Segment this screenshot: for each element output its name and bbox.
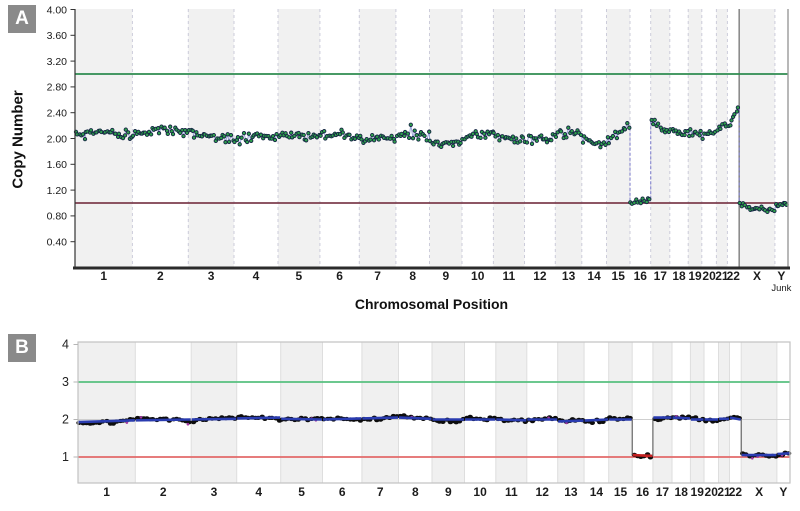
y-tick-label: 0.40 <box>47 237 68 249</box>
chromosome-label: 20 <box>705 485 719 499</box>
y-tick-labels: 4 3 2 1 <box>62 338 78 464</box>
segment-line <box>558 419 584 423</box>
chromosome-label: 10 <box>471 269 485 283</box>
chromosome-label: 1 <box>100 269 107 283</box>
chromosome-label: 20 <box>702 269 716 283</box>
chromosome-label: 3 <box>208 269 215 283</box>
chromosome-label: 9 <box>442 269 449 283</box>
chromosome-label: 18 <box>675 485 689 499</box>
y-tick-labels: 4.00 3.60 3.20 2.80 2.40 2.00 1.60 1.20 0.80 0.40 <box>47 4 75 249</box>
y-tick-label: 1 <box>62 450 69 464</box>
y-tick-label: 4.00 <box>47 4 68 16</box>
chromosome-label: 19 <box>691 485 705 499</box>
y-tick-label: 4 <box>62 338 69 352</box>
chromosome-label: 8 <box>409 269 416 283</box>
chromosome-label: 12 <box>533 269 547 283</box>
segment-line <box>632 453 653 458</box>
chromosome-label: Y <box>777 269 785 283</box>
panel-a-chart: 4.00 3.60 3.20 2.80 2.40 2.00 1.60 1.20 0.80 0.40… <box>47 4 792 294</box>
segment-line <box>672 416 690 420</box>
chromosome-label: 18 <box>672 269 686 283</box>
segment-line <box>584 418 609 422</box>
chromosome-label: 1 <box>103 485 110 499</box>
y-tick-label: 0.80 <box>47 211 68 223</box>
chromosome-bands <box>75 9 788 268</box>
chromosome-label: 11 <box>505 485 518 499</box>
threshold-lines <box>78 381 790 458</box>
chromosome-label: X <box>755 485 763 499</box>
chromosome-label: 22 <box>729 485 743 499</box>
chromosome-boundaries <box>131 9 776 268</box>
chromosome-label: X <box>753 269 761 283</box>
chromosome-label: 17 <box>656 485 670 499</box>
chromosome-label: 10 <box>473 485 487 499</box>
y-tick-label: 3 <box>62 375 69 389</box>
chromosome-label: 6 <box>336 269 343 283</box>
chromosome-label: 17 <box>654 269 668 283</box>
plot-frame <box>77 341 791 484</box>
chromosome-label: 11 <box>503 269 516 283</box>
y-tick-label: 2.00 <box>47 133 68 145</box>
chromosome-label: 9 <box>445 485 452 499</box>
chromosome-label: Y <box>779 485 787 499</box>
chromosome-label: 15 <box>614 485 628 499</box>
y-tick-label: 3.20 <box>47 56 68 68</box>
chromosome-label: 12 <box>536 485 550 499</box>
segment-line <box>135 418 191 422</box>
chromosome-label: 2 <box>160 485 167 499</box>
threshold-lines <box>75 73 788 204</box>
chromosome-label: 5 <box>296 269 303 283</box>
segment-line <box>398 416 432 421</box>
panel-a-x-axis-title: Chromosomal Position <box>354 296 509 312</box>
chromosome-label: 16 <box>634 269 648 283</box>
chromosome-label: 2 <box>157 269 164 283</box>
segment-line <box>237 416 281 420</box>
chromosome-boundaries <box>134 342 778 483</box>
chromosome-label: 21 <box>717 485 731 499</box>
y-tick-label: 2.40 <box>47 108 68 120</box>
segment-line <box>777 452 790 456</box>
segment-line <box>78 419 135 424</box>
chromosome-label: 7 <box>374 269 381 283</box>
segment-line <box>496 418 527 422</box>
panel-a-y-axis-title: Copy Number <box>9 90 27 189</box>
y-tick-label: 1.60 <box>47 159 68 171</box>
chromosome-sublabel: Junk <box>771 283 791 294</box>
y-tick-label: 1.20 <box>47 185 68 197</box>
chromosome-bands <box>78 342 790 483</box>
y-tick-label: 2.80 <box>47 82 68 94</box>
chromosome-label: 6 <box>339 485 346 499</box>
chromosome-label: 22 <box>727 269 741 283</box>
chromosome-label: 7 <box>377 485 384 499</box>
chromosome-label: 14 <box>590 485 604 499</box>
chromosome-label: 4 <box>253 269 260 283</box>
chromosome-label: 15 <box>612 269 626 283</box>
segment-line <box>281 417 323 421</box>
chromosome-label: 14 <box>587 269 601 283</box>
panel-b-label-badge: B <box>8 334 36 362</box>
y-tick-label: 3.60 <box>47 30 68 42</box>
chromosome-label: 5 <box>298 485 305 499</box>
segment-line <box>362 416 399 420</box>
segment-line <box>322 417 362 421</box>
segment-lines <box>78 416 790 458</box>
segment-line <box>729 416 741 421</box>
copy-number-points <box>73 105 789 215</box>
chromosome-label: 4 <box>255 485 262 499</box>
chromosome-label: 21 <box>715 269 729 283</box>
chromosome-label: 8 <box>412 485 419 499</box>
chromosome-label: 3 <box>211 485 218 499</box>
y-tick-label: 2 <box>62 413 69 427</box>
segment-line <box>191 417 237 421</box>
chromosome-label: 16 <box>636 485 650 499</box>
chromosome-label: 13 <box>562 269 576 283</box>
chromosome-label: 19 <box>688 269 702 283</box>
chromosome-label: 13 <box>564 485 578 499</box>
x-axis-line <box>73 266 790 270</box>
panel-a-label-badge: A <box>8 5 36 33</box>
